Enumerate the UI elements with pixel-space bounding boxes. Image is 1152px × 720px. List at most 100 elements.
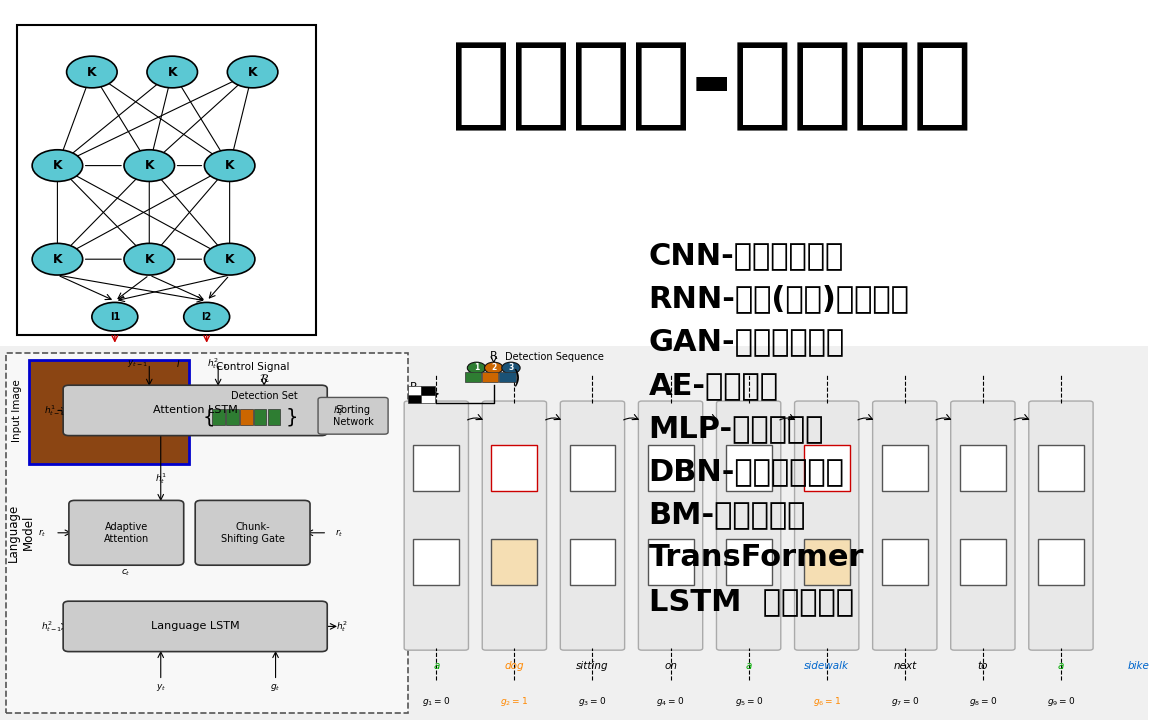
Text: LSTM  长短期记忆: LSTM 长短期记忆 xyxy=(649,587,854,616)
Circle shape xyxy=(92,302,138,331)
Text: K: K xyxy=(144,159,154,172)
Text: $r_t$: $r_t$ xyxy=(334,527,343,539)
Text: 1: 1 xyxy=(473,364,479,372)
Circle shape xyxy=(204,243,255,275)
Circle shape xyxy=(147,56,197,88)
Text: BM-玻尔兹曼机: BM-玻尔兹曼机 xyxy=(649,500,806,529)
Text: $h^2_{t-1}$: $h^2_{t-1}$ xyxy=(41,619,62,634)
FancyBboxPatch shape xyxy=(492,539,537,585)
Text: $g_6=1$: $g_6=1$ xyxy=(812,696,841,708)
Text: 深度学习-神经网络: 深度学习-神经网络 xyxy=(452,38,972,135)
Text: P: P xyxy=(410,382,417,392)
Text: Control Signal: Control Signal xyxy=(215,362,289,372)
Text: 2: 2 xyxy=(491,364,497,372)
FancyBboxPatch shape xyxy=(638,401,703,650)
FancyBboxPatch shape xyxy=(795,401,859,650)
FancyBboxPatch shape xyxy=(253,409,266,425)
Text: I2: I2 xyxy=(202,312,212,322)
FancyBboxPatch shape xyxy=(726,445,772,491)
FancyBboxPatch shape xyxy=(717,401,781,650)
Text: a: a xyxy=(745,661,752,671)
FancyBboxPatch shape xyxy=(647,445,694,491)
FancyBboxPatch shape xyxy=(569,539,615,585)
FancyBboxPatch shape xyxy=(195,500,310,565)
Text: next: next xyxy=(893,661,916,671)
Text: K: K xyxy=(167,66,177,78)
Text: Detection Sequence: Detection Sequence xyxy=(506,352,604,362)
FancyBboxPatch shape xyxy=(29,360,189,464)
Text: dog: dog xyxy=(505,661,524,671)
FancyBboxPatch shape xyxy=(422,395,435,403)
Text: }: } xyxy=(286,408,298,426)
Text: 🚲: 🚲 xyxy=(97,402,111,422)
Text: {: { xyxy=(203,408,215,426)
Text: K: K xyxy=(88,66,97,78)
Circle shape xyxy=(32,150,83,181)
Text: on: on xyxy=(664,661,677,671)
Text: R: R xyxy=(490,351,498,361)
Text: $h^2_t$: $h^2_t$ xyxy=(336,619,348,634)
Text: $g_2=1$: $g_2=1$ xyxy=(500,696,529,708)
Text: $g_3=0$: $g_3=0$ xyxy=(578,696,607,708)
Circle shape xyxy=(124,243,174,275)
Text: a: a xyxy=(433,661,440,671)
FancyBboxPatch shape xyxy=(408,386,422,395)
Text: K: K xyxy=(248,66,257,78)
FancyBboxPatch shape xyxy=(414,539,460,585)
FancyBboxPatch shape xyxy=(560,401,624,650)
Text: $c_t$: $c_t$ xyxy=(121,567,131,577)
Text: $g_t$: $g_t$ xyxy=(271,682,281,693)
Text: K: K xyxy=(144,253,154,266)
Text: $y_t$: $y_t$ xyxy=(156,682,166,693)
FancyBboxPatch shape xyxy=(804,539,850,585)
FancyBboxPatch shape xyxy=(647,539,694,585)
Text: $\mathcal{R}$: $\mathcal{R}$ xyxy=(258,372,270,384)
FancyBboxPatch shape xyxy=(408,395,422,403)
FancyBboxPatch shape xyxy=(726,539,772,585)
Text: TransFormer: TransFormer xyxy=(649,544,864,572)
Text: AE-自编码器: AE-自编码器 xyxy=(649,371,779,400)
FancyBboxPatch shape xyxy=(492,445,537,491)
Circle shape xyxy=(485,362,503,374)
FancyBboxPatch shape xyxy=(422,386,435,395)
FancyBboxPatch shape xyxy=(881,539,927,585)
Text: K: K xyxy=(225,253,235,266)
Text: Language LSTM: Language LSTM xyxy=(151,621,240,631)
Circle shape xyxy=(468,362,486,374)
Circle shape xyxy=(227,56,278,88)
FancyBboxPatch shape xyxy=(1038,445,1084,491)
FancyBboxPatch shape xyxy=(569,445,615,491)
FancyBboxPatch shape xyxy=(240,409,252,425)
FancyBboxPatch shape xyxy=(804,445,850,491)
FancyBboxPatch shape xyxy=(212,409,225,425)
Text: ): ) xyxy=(513,369,521,387)
Text: sitting: sitting xyxy=(576,661,608,671)
Circle shape xyxy=(124,150,174,181)
Text: $h^1_t$: $h^1_t$ xyxy=(154,472,167,486)
Text: Detection Set: Detection Set xyxy=(230,391,297,401)
Text: $r_t$: $r_t$ xyxy=(38,527,47,539)
Circle shape xyxy=(502,362,521,374)
FancyBboxPatch shape xyxy=(483,372,499,382)
Circle shape xyxy=(183,302,229,331)
Text: GAN-生成对抗网络: GAN-生成对抗网络 xyxy=(649,328,844,356)
FancyBboxPatch shape xyxy=(414,445,460,491)
Text: RNN-循环(递归)神经网络: RNN-循环(递归)神经网络 xyxy=(649,284,910,313)
Text: Input Image: Input Image xyxy=(13,379,22,442)
Text: $g_4=0$: $g_4=0$ xyxy=(657,696,684,708)
Circle shape xyxy=(32,243,83,275)
Text: Attention LSTM: Attention LSTM xyxy=(153,405,237,415)
FancyBboxPatch shape xyxy=(1029,401,1093,650)
FancyBboxPatch shape xyxy=(226,409,238,425)
FancyBboxPatch shape xyxy=(872,401,937,650)
Text: $h^2_{t-1}$: $h^2_{t-1}$ xyxy=(207,356,229,371)
FancyBboxPatch shape xyxy=(1038,539,1084,585)
FancyBboxPatch shape xyxy=(465,372,482,382)
Circle shape xyxy=(67,56,118,88)
FancyBboxPatch shape xyxy=(69,500,183,565)
Text: $g_5=0$: $g_5=0$ xyxy=(735,696,763,708)
FancyBboxPatch shape xyxy=(500,372,516,382)
FancyBboxPatch shape xyxy=(0,346,1149,720)
FancyBboxPatch shape xyxy=(960,539,1006,585)
Circle shape xyxy=(204,150,255,181)
